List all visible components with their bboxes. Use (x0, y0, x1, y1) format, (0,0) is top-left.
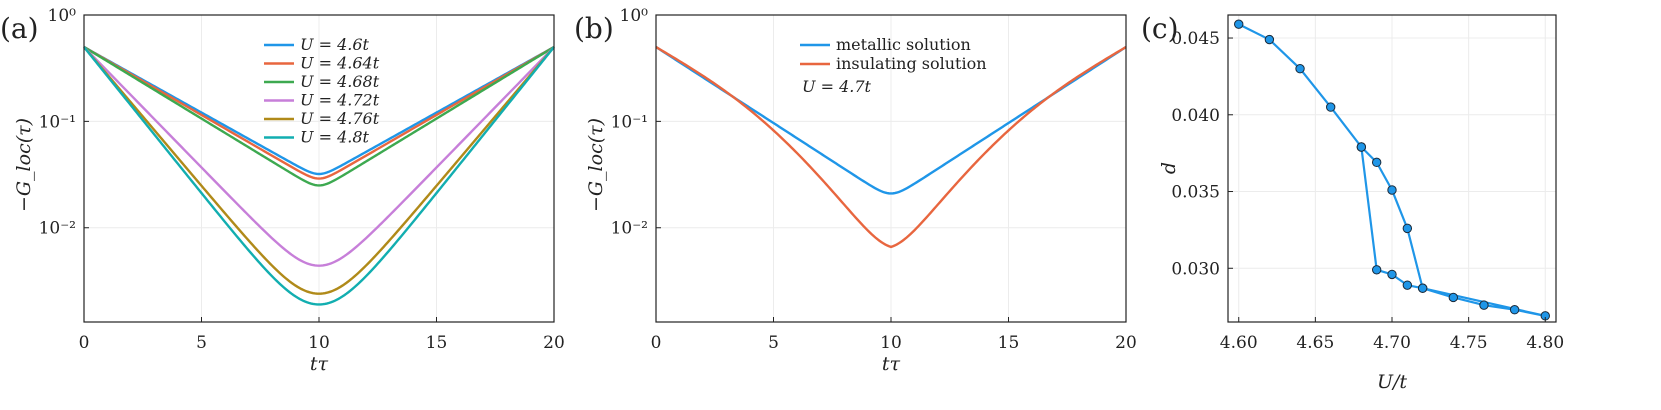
c-y-tick-label: 0.045 (1171, 29, 1220, 49)
c-data-point-15 (1387, 185, 1397, 195)
a-x-tick-label: 10 (308, 333, 330, 353)
a-legend-label-4: U = 4.76t (300, 109, 380, 128)
panel-b-label: (b) (574, 12, 614, 45)
c-data-point-3 (1325, 102, 1336, 112)
a-x-tick-label: 15 (426, 333, 448, 353)
a-legend-label-0: U = 4.6t (300, 35, 370, 54)
a-x-tick-label: 5 (196, 333, 207, 353)
c-x-tick-label: 4.70 (1373, 333, 1411, 353)
a-y-tick-label: 10⁰ (48, 6, 77, 26)
c-data-point-11 (1509, 305, 1520, 315)
b-x-tick-label: 10 (880, 333, 902, 353)
a-series-line-4 (83, 46, 555, 295)
b-legend-label-1: insulating solution (836, 54, 987, 73)
c-data-point-10 (1479, 300, 1489, 310)
panel-b-annotation: U = 4.7t (802, 77, 872, 96)
c-x-tick-label: 4.60 (1220, 333, 1258, 353)
a-y-tick-label: 10⁻² (39, 219, 76, 239)
c-data-point-9 (1448, 292, 1459, 303)
panel-b-y-axis-label: −G_loc(τ) (585, 118, 607, 212)
panel-c-label: (c) (1141, 12, 1179, 45)
panel-b-x-axis-label: tτ (882, 353, 901, 375)
b-x-tick-label: 0 (651, 333, 662, 353)
panel-c: (c) 4.60 4.65 4.70 4.75 4.80 0.030 0.035 0.040 0… (1141, 12, 1564, 393)
b-y-tick-label: 10⁻² (611, 219, 648, 239)
b-y-tick-label: 10⁰ (620, 6, 649, 26)
a-series-line-2 (83, 45, 555, 187)
b-x-tick-label: 20 (1115, 333, 1137, 353)
a-series-line-0 (83, 45, 555, 176)
c-y-tick-label: 0.035 (1171, 183, 1220, 203)
c-data-point-17 (1356, 142, 1367, 152)
a-x-tick-label: 0 (79, 333, 90, 353)
c-data-point-6 (1387, 269, 1397, 280)
b-x-tick-label: 5 (768, 333, 779, 353)
a-legend-label-2: U = 4.68t (300, 72, 380, 91)
a-series-line-1 (83, 45, 555, 180)
c-series-line (1238, 23, 1547, 317)
c-data-point-2 (1295, 64, 1305, 74)
a-legend-label-1: U = 4.64t (300, 54, 380, 73)
panel-c-y-axis-label: d (1158, 162, 1180, 174)
c-data-point-0 (1234, 19, 1244, 29)
b-y-tick-label: 10⁻¹ (611, 112, 648, 132)
panel-a-x-axis-label: tτ (310, 353, 329, 375)
c-data-point-16 (1371, 157, 1382, 168)
c-y-tick-label: 0.030 (1171, 259, 1220, 279)
a-series-line-5 (83, 46, 555, 306)
a-x-tick-label: 20 (543, 333, 565, 353)
c-x-tick-label: 4.75 (1450, 333, 1488, 353)
c-data-point-14 (1402, 223, 1413, 234)
b-legend-label-0: metallic solution (836, 35, 971, 54)
c-x-tick-label: 4.80 (1526, 333, 1564, 353)
panel-c-x-axis-label: U/t (1377, 371, 1407, 393)
a-y-tick-label: 10⁻¹ (39, 112, 76, 132)
b-series-line-1 (655, 45, 1127, 249)
panel-a: (a) 0 5 10 15 20 10⁰ 10⁻¹ 10⁻² tτ −G_loc(τ) U =… (0, 6, 565, 375)
c-data-point-5 (1371, 265, 1382, 275)
b-x-tick-label: 15 (998, 333, 1020, 353)
a-series-line-3 (83, 46, 555, 267)
c-data-point-1 (1264, 34, 1275, 45)
panel-a-y-axis-label: −G_loc(τ) (13, 118, 35, 212)
c-x-tick-label: 4.65 (1296, 333, 1334, 353)
panel-a-label: (a) (0, 12, 39, 45)
panel-b: (b) 0 5 10 15 20 10⁰ 10⁻¹ 10⁻² tτ −G_loc(τ) met… (574, 6, 1137, 375)
c-y-tick-label: 0.040 (1171, 106, 1220, 126)
c-data-point-13 (1417, 283, 1428, 293)
a-legend-label-3: U = 4.72t (300, 91, 380, 110)
a-legend-label-5: U = 4.8t (300, 128, 370, 147)
c-data-point-7 (1402, 280, 1413, 290)
